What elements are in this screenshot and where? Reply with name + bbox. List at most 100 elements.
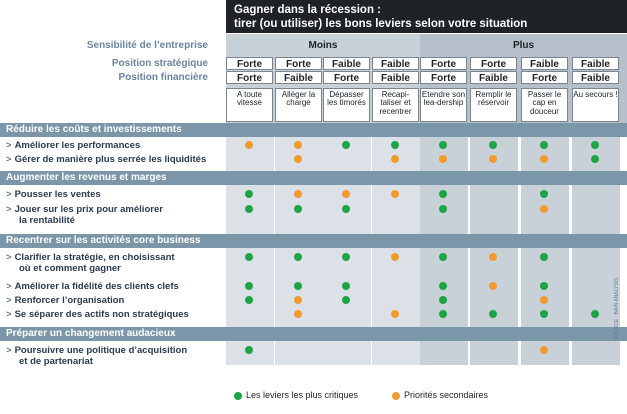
item-line-1: > Se séparer des actifs non stratégiques (6, 309, 189, 320)
critical-dot (438, 310, 447, 318)
critical-dot (539, 141, 548, 149)
critical-dot (244, 190, 253, 198)
legend-orange-label: Priorités secondaires (404, 390, 489, 400)
list-item: > Améliorer la fidélité des clients clefs (6, 281, 230, 292)
secondary-dot (293, 155, 302, 163)
item-line-2: la rentabilité (19, 215, 75, 226)
critical-dot (590, 155, 599, 163)
secondary-dot (390, 310, 399, 318)
col-strategique-5: Forte (470, 57, 517, 70)
item-line-2: et de partenariat (19, 356, 93, 367)
secondary-dot (341, 190, 350, 198)
item-text: Renforcer l’organisation (14, 295, 125, 306)
bullet-chevron-icon: > (6, 140, 12, 151)
critical-dot (341, 141, 350, 149)
list-item: > Améliorer les performances (6, 140, 230, 151)
col-strategy-5: Remplir le réservoir (470, 88, 517, 122)
critical-dot (438, 205, 447, 213)
critical-dot (488, 141, 497, 149)
bullet-chevron-icon: > (6, 295, 12, 306)
secondary-dot (488, 253, 497, 261)
secondary-dot (293, 141, 302, 149)
col-financiere-0: Forte (226, 71, 273, 84)
section-header-0: Réduire les coûts et investissements (0, 123, 627, 137)
item-line-1: > Améliorer la fidélité des clients clefs (6, 281, 179, 292)
row-label-strategique: Position stratégique (111, 58, 208, 69)
secondary-dot (293, 190, 302, 198)
bullet-chevron-icon: > (6, 252, 12, 263)
critical-dot (590, 141, 599, 149)
secondary-dot (488, 282, 497, 290)
group-header-plus: Plus (512, 40, 535, 51)
critical-dot (244, 205, 253, 213)
item-line-1: > Améliorer les performances (6, 140, 140, 151)
secondary-dot (390, 155, 399, 163)
col-strategy-1: Alléger la charge (275, 88, 322, 122)
col-financiere-7: Faible (572, 71, 619, 84)
col-strategy-3: Recapi-taliser et recentrer (372, 88, 419, 122)
critical-dot (438, 296, 447, 304)
critical-dot (539, 310, 548, 318)
col-strategique-1: Forte (275, 57, 322, 70)
row-label-financiere: Position financière (118, 72, 208, 83)
row-label-sensibilite: Sensibilité de l’entreprise (86, 40, 208, 51)
bullet-chevron-icon: > (6, 204, 12, 215)
secondary-dot (539, 205, 548, 213)
secondary-dot (539, 155, 548, 163)
item-text: Jouer sur les prix pour améliorer (14, 204, 163, 215)
col-financiere-1: Faible (275, 71, 322, 84)
section-header-2: Recentrer sur les activités core busines… (0, 234, 627, 248)
item-text: Clarifier la stratégie, en choisissant (14, 252, 175, 263)
critical-dot (438, 253, 447, 261)
col-financiere-6: Forte (521, 71, 568, 84)
bullet-chevron-icon: > (6, 281, 12, 292)
secondary-dot (293, 310, 302, 318)
bullet-chevron-icon: > (6, 345, 12, 356)
critical-dot (590, 310, 599, 318)
col-strategy-2: Dépasser les timorés (323, 88, 370, 122)
title-line-2: tirer (ou utiliser) les bons leviers sel… (234, 18, 528, 30)
critical-dot (438, 190, 447, 198)
secondary-dot (390, 253, 399, 261)
col-financiere-4: Forte (420, 71, 467, 84)
critical-dot (539, 282, 548, 290)
item-line-1: > Pousser les ventes (6, 189, 101, 200)
col-strategy-0: A toute vitesse (226, 88, 273, 122)
group-header-moins: Moins (308, 40, 338, 51)
critical-dot (341, 296, 350, 304)
item-text: Se séparer des actifs non stratégiques (14, 309, 189, 320)
list-item: > Gérer de manière plus serrée les liquid… (6, 154, 230, 165)
critical-dot (244, 296, 253, 304)
col-financiere-3: Faible (372, 71, 419, 84)
critical-dot (539, 190, 548, 198)
secondary-dot (293, 296, 302, 304)
item-text: Pousser les ventes (14, 189, 101, 200)
critical-dot (390, 141, 399, 149)
item-text: Poursuivre une politique d’acquisition (14, 345, 188, 356)
chart-title: Gagner dans la récession : tirer (ou uti… (226, 0, 627, 33)
critical-dot (488, 310, 497, 318)
item-line-1: > Clarifier la stratégie, en choisissant (6, 252, 175, 263)
bullet-chevron-icon: > (6, 189, 12, 200)
list-item: > Se séparer des actifs non stratégiques (6, 309, 230, 320)
secondary-dot (539, 346, 548, 354)
item-text: Améliorer la fidélité des clients clefs (14, 281, 179, 292)
critical-dot (539, 253, 548, 261)
item-text: Améliorer les performances (14, 140, 141, 151)
critical-dot (293, 282, 302, 290)
list-item: > Clarifier la stratégie, en choisissant o… (6, 252, 230, 274)
col-strategy-4: Etendre son lea-dership (420, 88, 467, 122)
col-strategique-6: Faible (521, 57, 568, 70)
col-strategique-7: Faible (572, 57, 619, 70)
col-strategique-2: Faible (323, 57, 370, 70)
critical-dot (341, 205, 350, 213)
list-item: > Poursuivre une politique d’acquisition e… (6, 345, 230, 367)
secondary-dot (488, 155, 497, 163)
bullet-chevron-icon: > (6, 154, 12, 165)
critical-dot (244, 282, 253, 290)
section-header-3: Préparer un changement audacieux (0, 327, 627, 341)
critical-dot (293, 253, 302, 261)
critical-dot (341, 253, 350, 261)
list-item: > Pousser les ventes (6, 189, 230, 200)
col-financiere-2: Forte (323, 71, 370, 84)
